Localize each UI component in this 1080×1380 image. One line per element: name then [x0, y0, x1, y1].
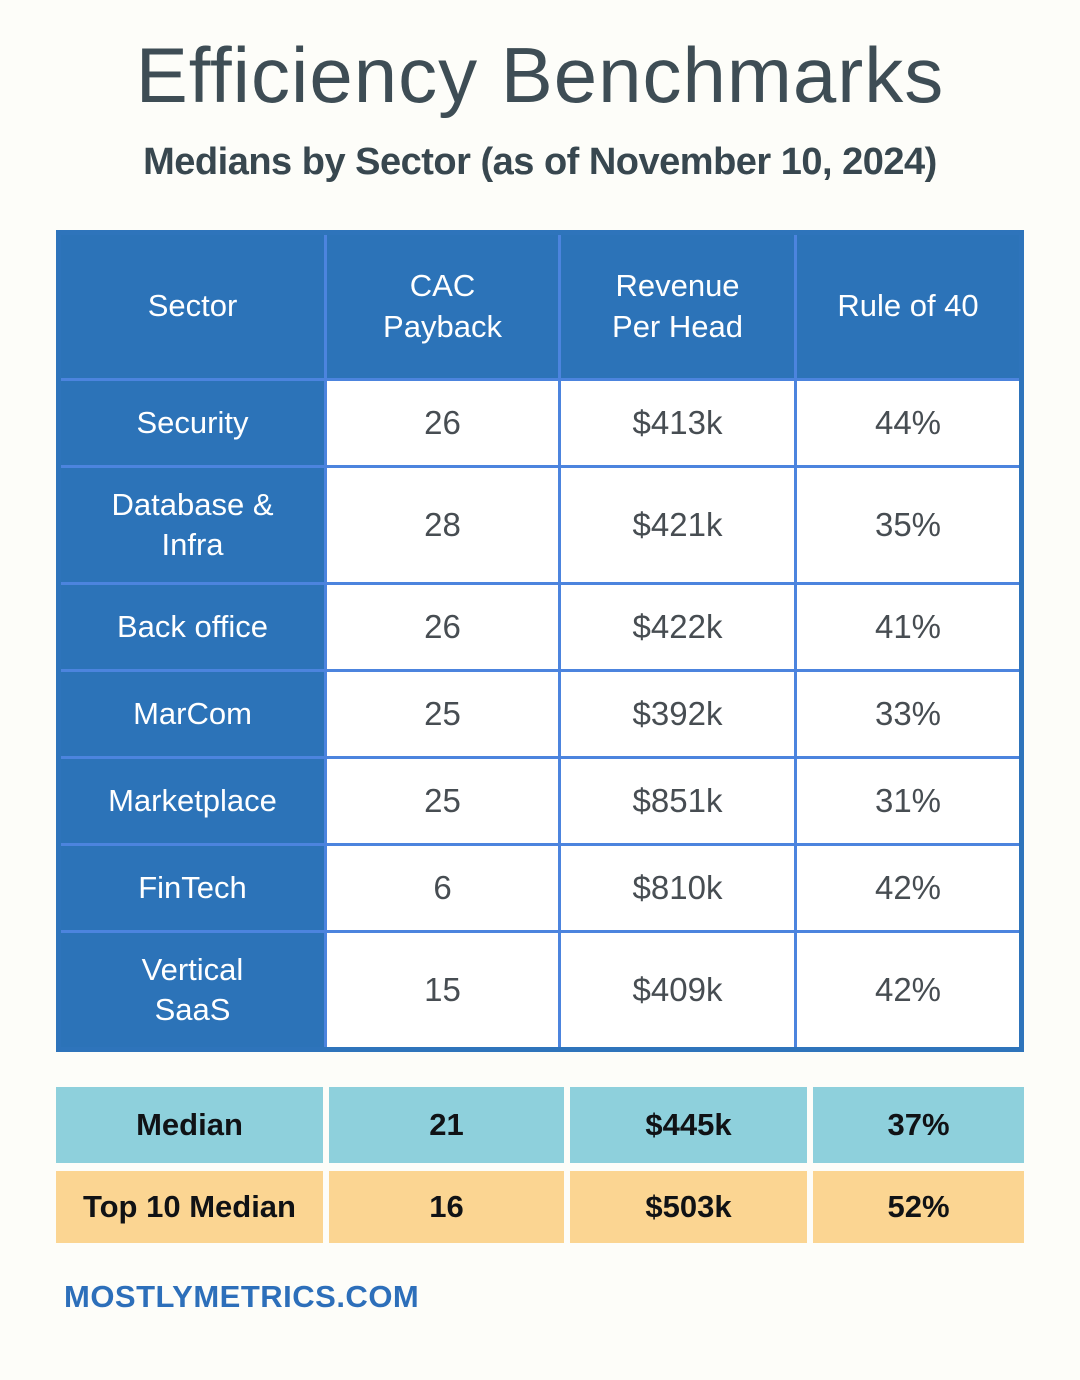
sector-cell: Vertical SaaS: [61, 933, 324, 1047]
header-cell-rule-of-40: Rule of 40: [797, 235, 1019, 378]
rule-of-40-cell: 42%: [797, 846, 1019, 930]
cac-payback-cell: 28: [327, 468, 558, 582]
header-label: Sector: [147, 288, 238, 324]
median-label-cell: Median: [56, 1087, 323, 1163]
revenue-per-head-cell: $409k: [561, 933, 794, 1047]
page-subtitle: Medians by Sector (as of November 10, 20…: [143, 141, 937, 183]
header-label: Revenue Per Head: [612, 268, 743, 344]
rule-of-40-cell: 31%: [797, 759, 1019, 843]
revenue-per-head-cell: $810k: [561, 846, 794, 930]
revenue-per-head-cell: $851k: [561, 759, 794, 843]
cac-payback-cell: 6: [327, 846, 558, 930]
sector-cell: Security: [61, 381, 324, 465]
rule-of-40-cell: 35%: [797, 468, 1019, 582]
cac-payback-cell: 26: [327, 381, 558, 465]
cac-payback-cell: 25: [327, 759, 558, 843]
rule-of-40-cell: 44%: [797, 381, 1019, 465]
top10-cac-cell: 16: [329, 1171, 564, 1243]
header-label: Rule of 40: [837, 288, 979, 324]
top10-label-cell: Top 10 Median: [56, 1171, 323, 1243]
top10-summary-row: Top 10 Median 16 $503k 52%: [56, 1171, 1024, 1243]
rule-of-40-cell: 41%: [797, 585, 1019, 669]
revenue-per-head-cell: $422k: [561, 585, 794, 669]
header-cell-revenue-per-head: Revenue Per Head: [561, 235, 794, 378]
revenue-per-head-cell: $392k: [561, 672, 794, 756]
rule-of-40-cell: 33%: [797, 672, 1019, 756]
cac-payback-cell: 15: [327, 933, 558, 1047]
revenue-per-head-cell: $421k: [561, 468, 794, 582]
mostlymetrics-link[interactable]: MOSTLYMETRICS.COM: [64, 1279, 420, 1314]
top10-rule-of-40-cell: 52%: [813, 1171, 1024, 1243]
sector-cell: Back office: [61, 585, 324, 669]
cac-payback-cell: 25: [327, 672, 558, 756]
sector-cell: Database & Infra: [61, 468, 324, 582]
sector-cell: Marketplace: [61, 759, 324, 843]
median-rule-of-40-cell: 37%: [813, 1087, 1024, 1163]
header-label: CAC Payback: [383, 268, 502, 344]
benchmarks-table: Sector CAC Payback Revenue Per Head Rule…: [56, 230, 1024, 1052]
median-cac-cell: 21: [329, 1087, 564, 1163]
page-title: Efficiency Benchmarks: [135, 31, 945, 119]
median-revenue-per-head-cell: $445k: [570, 1087, 807, 1163]
top10-revenue-per-head-cell: $503k: [570, 1171, 807, 1243]
cac-payback-cell: 26: [327, 585, 558, 669]
sector-cell: FinTech: [61, 846, 324, 930]
median-summary-row: Median 21 $445k 37%: [56, 1087, 1024, 1163]
sector-cell: MarCom: [61, 672, 324, 756]
header-cell-sector: Sector: [61, 235, 324, 378]
header-cell-cac-payback: CAC Payback: [327, 235, 558, 378]
revenue-per-head-cell: $413k: [561, 381, 794, 465]
rule-of-40-cell: 42%: [797, 933, 1019, 1047]
